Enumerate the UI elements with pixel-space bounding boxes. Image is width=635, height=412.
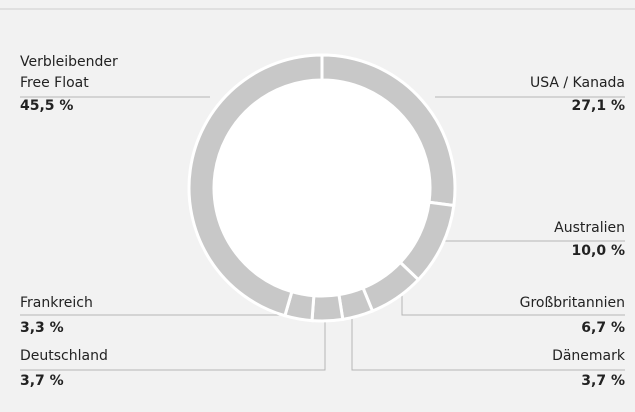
segment-value: 6,7 % — [581, 320, 625, 336]
segment-label: USA / Kanada — [529, 75, 625, 91]
segment-label: Verbleibender Free Float — [20, 54, 118, 91]
segment-label: Frankreich — [20, 295, 93, 311]
segment-value: 45,5 % — [20, 98, 74, 114]
segment-label: Dänemark — [552, 348, 625, 364]
segment-label: Australien — [554, 220, 625, 236]
leader-lines — [20, 96, 625, 371]
segment-value: 3,7 % — [581, 373, 625, 389]
donut-segment — [310, 292, 345, 323]
donut-hole — [215, 81, 429, 295]
segment-label: Großbritannien — [519, 295, 625, 311]
segment-value: 10,0 % — [571, 243, 625, 259]
leader — [351, 310, 625, 371]
leader — [401, 290, 625, 316]
segment-label: Deutschland — [20, 348, 108, 364]
segment-value: 27,1 % — [571, 98, 625, 114]
leader — [20, 310, 326, 371]
segment-value: 3,7 % — [20, 373, 64, 389]
donut-segment — [187, 53, 324, 318]
segment-value: 3,3 % — [20, 320, 64, 336]
